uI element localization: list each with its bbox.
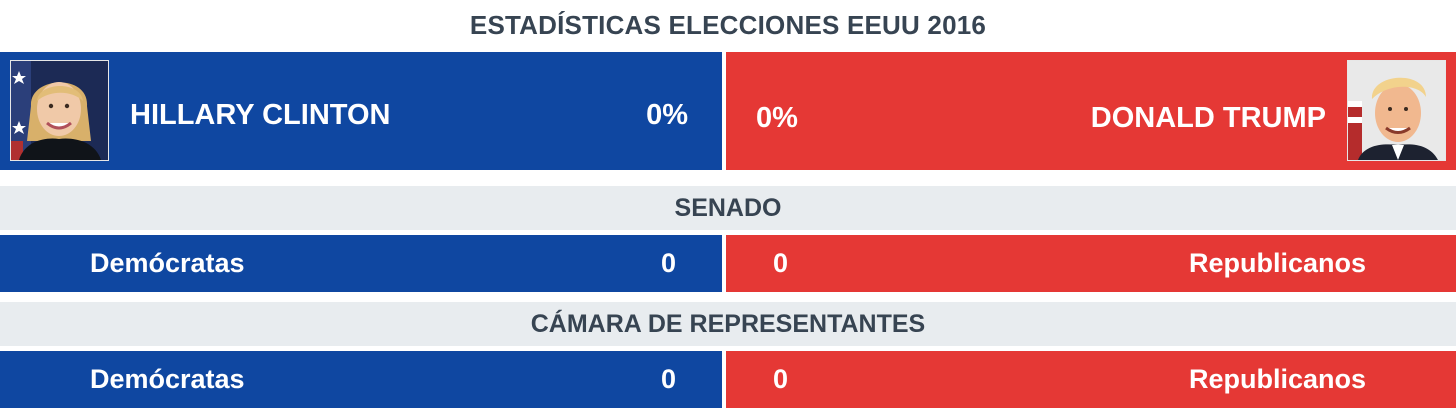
candidate-panel-democrat: HILLARY CLINTON 0% xyxy=(0,52,722,170)
candidates-row: HILLARY CLINTON 0% 0% DONALD TRUMP xyxy=(0,52,1456,170)
candidate-percent-republican: 0% xyxy=(756,102,798,134)
candidate-percent-democrat: 0% xyxy=(646,99,688,131)
senate-democrats: Demócratas 0 xyxy=(0,235,722,292)
seat-count-democrats: 0 xyxy=(660,364,676,394)
candidate-name-democrat: HILLARY CLINTON xyxy=(130,99,391,131)
seat-count-republicans: 0 xyxy=(773,248,789,278)
candidate-photo-icon xyxy=(1348,61,1445,160)
seat-count-democrats: 0 xyxy=(660,248,676,278)
candidate-name-republican: DONALD TRUMP xyxy=(1090,102,1326,134)
candidate-photo-trump xyxy=(1347,60,1446,161)
column-divider xyxy=(722,52,726,170)
section-heading-senate: SENADO xyxy=(0,186,1456,230)
candidate-panel-republican: 0% DONALD TRUMP xyxy=(726,52,1456,170)
senate-row: Demócratas 0 0 Republicanos xyxy=(0,235,1456,292)
senate-republicans: 0 Republicanos xyxy=(726,235,1456,292)
column-divider xyxy=(722,351,726,408)
page-title: ESTADÍSTICAS ELECCIONES EEUU 2016 xyxy=(469,9,987,40)
candidate-photo-icon xyxy=(11,61,108,160)
party-name-democrats: Demócratas xyxy=(90,364,245,394)
party-name-republicans: Republicanos xyxy=(1188,248,1366,278)
house-democrats: Demócratas 0 xyxy=(0,351,722,408)
party-name-republicans: Republicanos xyxy=(1188,364,1366,394)
party-name-democrats: Demócratas xyxy=(90,248,245,278)
candidate-photo-clinton xyxy=(10,60,109,161)
seat-count-republicans: 0 xyxy=(773,364,789,394)
house-row: Demócratas 0 0 Republicanos xyxy=(0,351,1456,408)
house-republicans: 0 Republicanos xyxy=(726,351,1456,408)
column-divider xyxy=(722,235,726,292)
section-heading-house: CÁMARA DE REPRESENTANTES xyxy=(0,302,1456,346)
